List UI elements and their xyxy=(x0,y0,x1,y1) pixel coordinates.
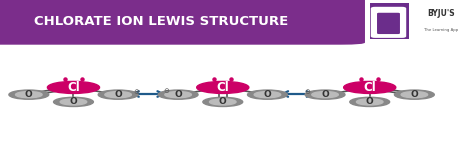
Text: O: O xyxy=(70,97,77,106)
Text: O: O xyxy=(174,90,182,99)
Text: ⊖: ⊖ xyxy=(164,88,169,94)
Circle shape xyxy=(350,97,390,107)
Text: Cl: Cl xyxy=(67,81,80,94)
Circle shape xyxy=(105,92,131,98)
Text: O: O xyxy=(366,97,374,106)
Circle shape xyxy=(394,90,434,99)
Circle shape xyxy=(54,97,93,107)
Text: O: O xyxy=(321,90,329,99)
Circle shape xyxy=(344,81,396,93)
Circle shape xyxy=(197,81,249,93)
Circle shape xyxy=(312,92,338,98)
Circle shape xyxy=(203,97,243,107)
Circle shape xyxy=(98,90,138,99)
Circle shape xyxy=(254,92,281,98)
Circle shape xyxy=(47,81,100,93)
FancyBboxPatch shape xyxy=(377,13,400,34)
Text: ⊖: ⊖ xyxy=(133,90,139,95)
Text: Cl: Cl xyxy=(217,81,229,94)
FancyBboxPatch shape xyxy=(370,3,410,39)
Circle shape xyxy=(247,90,287,99)
Text: O: O xyxy=(219,97,227,106)
FancyBboxPatch shape xyxy=(371,7,406,38)
Text: Cl: Cl xyxy=(364,81,376,94)
Circle shape xyxy=(60,99,87,105)
Circle shape xyxy=(210,99,236,105)
Text: CHLORATE ION LEWIS STRUCTURE: CHLORATE ION LEWIS STRUCTURE xyxy=(34,15,288,28)
Text: O: O xyxy=(114,90,122,99)
FancyBboxPatch shape xyxy=(0,0,365,45)
Circle shape xyxy=(401,92,428,98)
Circle shape xyxy=(305,90,345,99)
Text: O: O xyxy=(264,90,271,99)
Text: O: O xyxy=(410,90,418,99)
Circle shape xyxy=(356,99,383,105)
Text: BYJU'S: BYJU'S xyxy=(427,9,455,18)
Text: ⊖: ⊖ xyxy=(304,90,310,95)
Text: O: O xyxy=(25,90,33,99)
Circle shape xyxy=(165,92,191,98)
Circle shape xyxy=(158,90,198,99)
Text: The Learning App: The Learning App xyxy=(423,28,458,32)
Circle shape xyxy=(16,92,42,98)
Circle shape xyxy=(9,90,49,99)
